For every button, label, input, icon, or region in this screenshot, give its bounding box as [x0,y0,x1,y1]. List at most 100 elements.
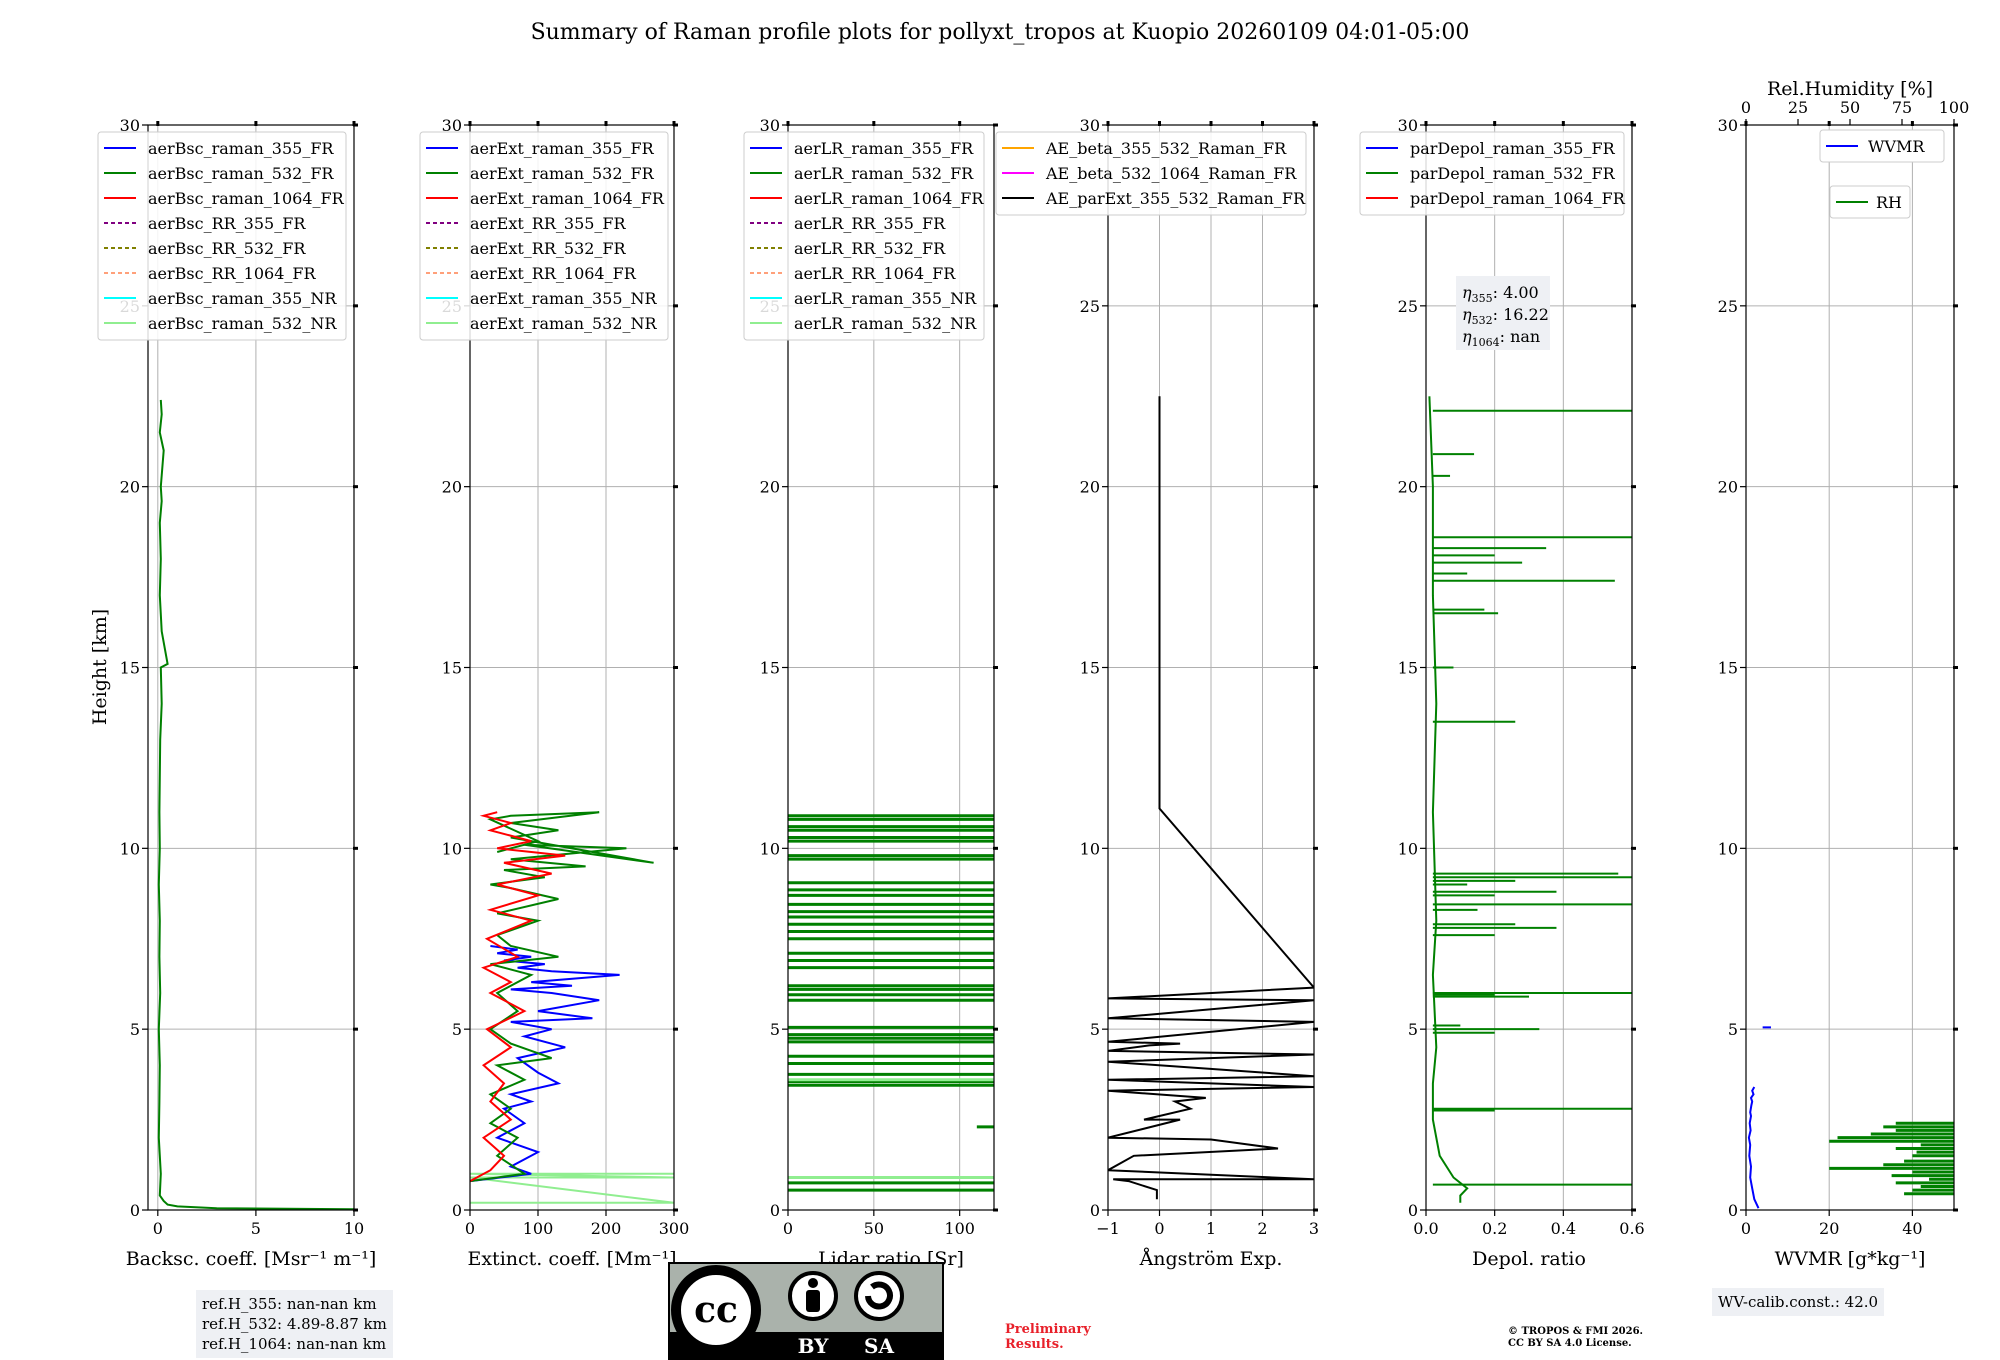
eta-line: η1064: nan [1462,327,1540,349]
preliminary-note: Preliminary Results. [1005,1322,1091,1352]
eta-value: : 16.22 [1493,305,1549,324]
legend-label: aerExt_raman_355_NR [470,289,658,308]
x-tick-label: 0.6 [1619,1219,1644,1238]
legend-label: aerBsc_raman_532_NR [148,314,337,333]
y-tick-label: 25 [1398,297,1418,316]
legend-box [419,131,669,341]
person-body-icon [806,1290,820,1312]
x-tick-label: 2 [1257,1219,1267,1238]
series-WVMR [1747,1086,1760,1209]
ref-h-355: ref.H_355: nan-nan km [202,1295,377,1313]
legend-label: aerExt_raman_532_FR [470,164,655,183]
y-axis-label: Height [km] [89,609,111,725]
person-head-icon [808,1278,818,1288]
eta-value: : nan [1500,327,1541,346]
legend-box [743,131,985,341]
legend: aerExt_raman_355_FR aerExt_raman_532_FRae… [419,131,669,341]
y-tick-label: 10 [120,839,140,858]
y-tick-label: 30 [760,116,780,135]
ref-h-532: ref.H_532: 4.89-8.87 km [202,1315,387,1333]
x-tick-label: 100 [944,1219,975,1238]
y-tick-label: 30 [1718,116,1738,135]
y-tick-label: 0 [770,1201,780,1220]
series-aerExt_raman_355_FR [470,945,620,1183]
legend-label: AE_parExt_355_532_Raman_FR [1045,189,1306,208]
legend-rh: RH [1829,185,1911,219]
series-AE_parExt_355_532_Raman_FR [1108,396,1314,1200]
eta-line: η355: 4.00 [1462,283,1539,305]
x-axis-label: Backsc. coeff. [Msr⁻¹ m⁻¹] [126,1248,377,1270]
legend-label: aerBsc_RR_355_FR [148,214,306,233]
x-tick-label: 0.2 [1482,1219,1507,1238]
figure-title: Summary of Raman profile plots for polly… [530,20,1470,45]
legend: aerLR_raman_355_FR aerLR_raman_532_FR aerL… [743,131,985,341]
y-tick-label: 30 [442,116,462,135]
y-tick-label: 5 [1090,1020,1100,1039]
x-tick-label: 200 [591,1219,622,1238]
legend-label: aerLR_raman_532_NR [794,314,977,333]
x-tick-label: 1 [1206,1219,1216,1238]
legend-box [1819,129,1945,163]
legend-label: aerLR_raman_355_FR [794,139,974,158]
y-tick-label: 0 [1408,1201,1418,1220]
x-tick-label: 3 [1309,1219,1319,1238]
legend-label: aerLR_RR_532_FR [794,239,946,258]
y-tick-label: 20 [760,478,780,497]
reference-height-box: ref.H_355: nan-nan km ref.H_532: 4.89-8.… [196,1290,393,1358]
legend-label: aerExt_raman_1064_FR [470,189,665,208]
legend-box [1359,131,1625,216]
legend-box [1829,185,1911,219]
y-tick-label: 20 [1718,478,1738,497]
ref-h-1064: ref.H_1064: nan-nan km [202,1335,387,1353]
wv-calib-box: WV-calib.const.: 42.0 [1712,1288,1885,1316]
panel-5: 0 5 10 15 20 25 30 0.0 0.2 0.4 0.6 Depol. ratio parD… [1359,116,1645,1270]
by-text: BY [798,1334,830,1358]
cc-circle-icon [671,1265,761,1355]
legend-label: aerLR_raman_532_FR [794,164,974,183]
x-tick-label: 10 [344,1219,364,1238]
legend-label: parDepol_raman_532_FR [1410,164,1616,183]
legend-label: aerExt_raman_532_NR [470,314,658,333]
eta-subscript: 532 [1472,314,1493,327]
eta-subscript: 1064 [1472,336,1500,349]
legend-label: aerExt_RR_1064_FR [470,264,637,283]
y-tick-label: 5 [130,1020,140,1039]
legend-label: AE_beta_355_532_Raman_FR [1045,139,1287,158]
legend-label: parDepol_raman_355_FR [1410,139,1616,158]
series-aerExt_raman_532_FR [470,811,654,1183]
legend: AE_beta_355_532_Raman_FR AE_beta_532_1064… [995,131,1307,216]
data-layer [1428,396,1632,1203]
series-aerExt_raman_1064_FR [470,811,566,1182]
preliminary-line-2: Results. [1005,1337,1064,1352]
top-tick-label: 0 [1741,98,1751,117]
eta-subscript: 355 [1472,292,1493,305]
x-tick-label: 300 [659,1219,690,1238]
eta-symbol: η [1462,283,1472,302]
legend-label: aerBsc_raman_355_FR [148,139,334,158]
panel-2: 0510152025300100200300Extinct. coeff. [M… [419,116,690,1270]
y-tick-label: 10 [1718,839,1738,858]
y-tick-label: 15 [1398,659,1418,678]
x-tick-label: 0 [1741,1219,1751,1238]
y-tick-label: 20 [1398,478,1418,497]
x-tick-label: 0 [783,1219,793,1238]
legend-label: aerLR_raman_355_NR [794,289,977,308]
x-axis-label: WVMR [g*kg⁻¹] [1775,1248,1926,1270]
series-aerBsc_raman_532_FR [157,399,354,1210]
top-tick-label: 100 [1939,98,1970,117]
y-tick-label: 20 [442,478,462,497]
y-tick-label: 0 [130,1201,140,1220]
series-parDepol_raman_532_FR_base [1428,396,1469,1203]
copyright-line-2: CC BY SA 4.0 License. [1508,1338,1632,1349]
x-tick-label: 40 [1902,1219,1922,1238]
x-axis-label: Depol. ratio [1472,1248,1586,1270]
x-tick-label: 20 [1819,1219,1839,1238]
legend-label: aerBsc_RR_1064_FR [148,264,317,283]
cc-license-badge: cc BY SA [668,1262,944,1360]
x-tick-label: 100 [523,1219,554,1238]
data-layer [788,814,994,1192]
y-tick-label: 30 [120,116,140,135]
